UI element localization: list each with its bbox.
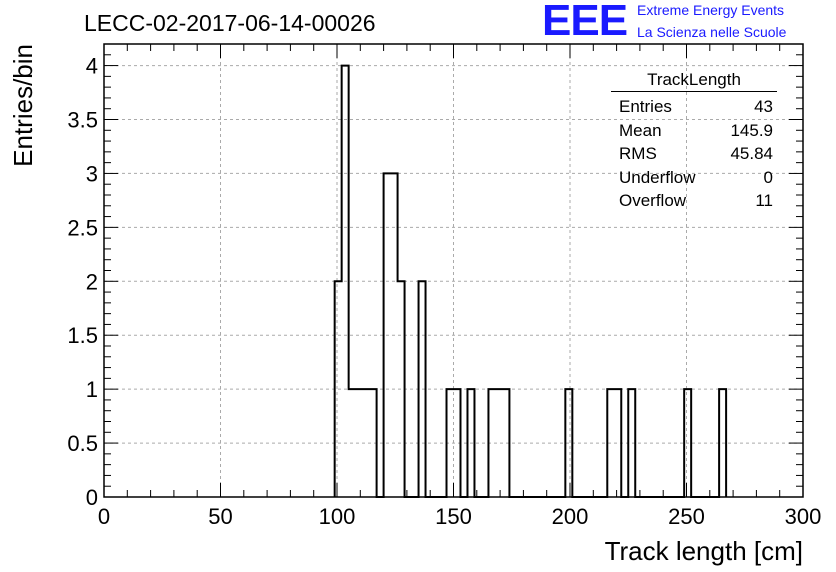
histogram-bar xyxy=(363,389,370,497)
stats-label: Mean xyxy=(619,120,662,140)
run-title: LECC-02-2017-06-14-00026 xyxy=(84,10,376,36)
y-tick-label: 0.5 xyxy=(67,431,98,456)
histogram-bar xyxy=(719,389,726,497)
y-tick-label: 3 xyxy=(86,161,98,186)
histogram-outline xyxy=(333,64,728,498)
stats-row-underflow: Underflow 0 xyxy=(611,166,777,190)
histogram-bar xyxy=(384,173,391,497)
logo-line-1: Extreme Energy Events xyxy=(637,2,785,18)
y-tick-label: 0 xyxy=(86,485,98,510)
histogram-bar xyxy=(614,389,621,497)
x-tick-label: 250 xyxy=(668,504,705,529)
stats-title: TrackLength xyxy=(611,70,777,92)
histogram-bar xyxy=(467,389,474,497)
x-tick-label: 50 xyxy=(208,504,232,529)
histogram-bar xyxy=(488,389,495,497)
stats-box: TrackLength Entries 43 Mean 145.9 RMS 45… xyxy=(611,70,777,213)
x-tick-label: 150 xyxy=(435,504,472,529)
histogram-bar xyxy=(628,389,635,497)
stats-label: Overflow xyxy=(619,191,687,210)
histogram-bar xyxy=(342,66,349,497)
histogram-bar xyxy=(607,389,614,497)
histogram-bar xyxy=(398,281,405,497)
x-tick-label: 100 xyxy=(319,504,356,529)
histogram-bar xyxy=(454,389,461,497)
stats-value: 45.84 xyxy=(730,144,773,163)
x-tick-label: 200 xyxy=(552,504,589,529)
stats-row-mean: Mean 145.9 xyxy=(611,119,777,143)
stats-row-entries: Entries 43 xyxy=(611,95,777,119)
stats-label: Underflow xyxy=(619,167,696,187)
stats-value: 0 xyxy=(763,167,773,187)
stats-value: 11 xyxy=(755,191,773,210)
x-tick-label: 0 xyxy=(98,504,110,529)
stats-row-rms: RMS 45.84 xyxy=(611,142,777,166)
histogram-bar xyxy=(370,389,377,497)
y-tick-label: 2.5 xyxy=(67,215,98,240)
stats-value: 145.9 xyxy=(730,120,773,140)
stats-row-overflow: Overflow 11 xyxy=(611,189,777,213)
logo-line-2: La Scienza nelle Scuole xyxy=(637,24,787,40)
x-axis-label: Track length [cm] xyxy=(605,536,803,566)
histogram-bar xyxy=(495,389,502,497)
y-tick-label: 3.5 xyxy=(67,108,98,133)
y-axis-label: Entries/bin xyxy=(8,44,38,167)
histogram-bar xyxy=(356,389,363,497)
histogram-bar xyxy=(419,281,426,497)
y-tick-label: 1 xyxy=(86,377,98,402)
histogram-bar xyxy=(502,389,509,497)
y-tick-label: 4 xyxy=(86,54,98,79)
histogram-bar xyxy=(565,389,572,497)
histogram-bar xyxy=(391,173,398,497)
y-tick-label: 1.5 xyxy=(67,323,98,348)
histogram-bar xyxy=(684,389,691,497)
stats-label: Entries xyxy=(619,97,672,116)
stats-label: RMS xyxy=(619,144,657,163)
histogram-bar xyxy=(349,389,356,497)
stats-value: 43 xyxy=(754,97,773,116)
histogram-bar xyxy=(335,281,342,497)
histogram-bar xyxy=(447,389,454,497)
eee-logo: EEE xyxy=(542,0,628,45)
y-tick-label: 2 xyxy=(86,269,98,294)
x-tick-label: 300 xyxy=(785,504,822,529)
